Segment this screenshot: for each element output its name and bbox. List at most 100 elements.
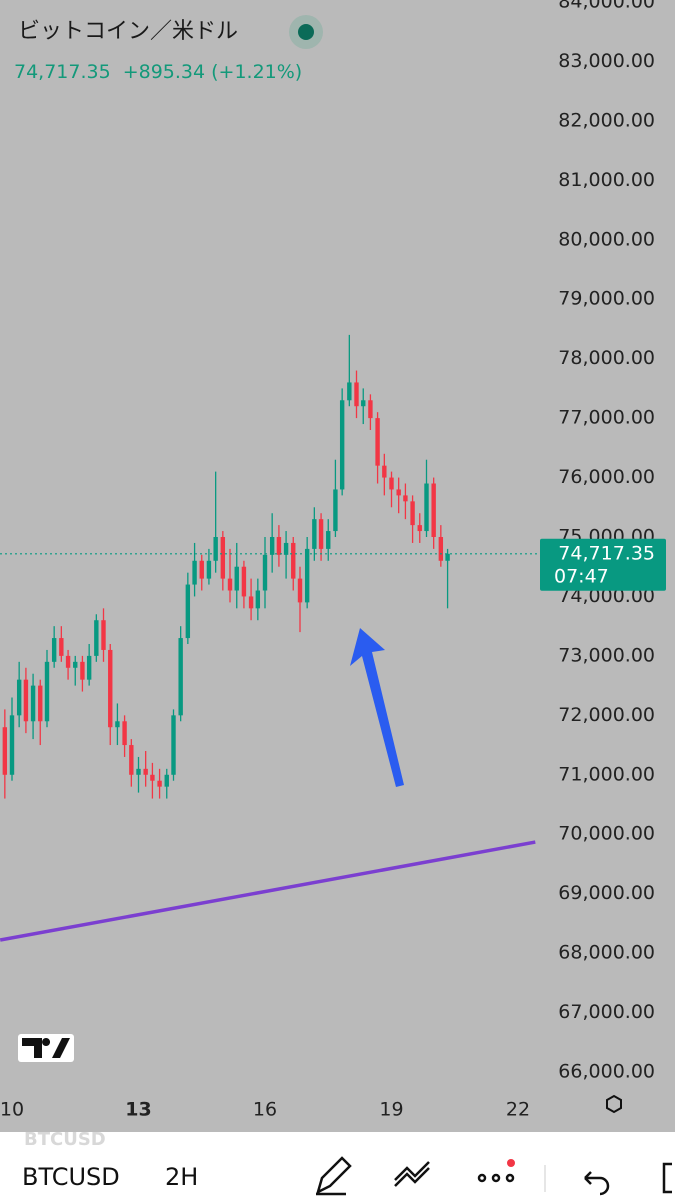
countdown: 07:47: [554, 565, 609, 587]
candle-body: [59, 638, 64, 656]
y-tick-label: 66,000.00: [558, 1061, 655, 1083]
candle-body: [157, 780, 162, 787]
candle-body: [51, 638, 57, 662]
candle-body: [185, 584, 191, 639]
interval[interactable]: 2H: [165, 1163, 198, 1191]
arrow-annotation: [350, 628, 404, 787]
candle-body: [122, 721, 127, 746]
candle-body: [108, 649, 113, 728]
y-tick-label: 73,000.00: [558, 644, 655, 666]
candle-body: [44, 661, 50, 722]
last-price-label: 74,717.35: [558, 542, 655, 564]
candle-body: [143, 768, 148, 775]
candle-body: [94, 620, 99, 656]
trendline: [0, 840, 536, 942]
candle-body: [424, 483, 429, 532]
y-tick-label: 70,000.00: [558, 823, 655, 845]
candle-body: [199, 560, 204, 579]
candle-body: [227, 578, 233, 591]
change: +895.34: [123, 61, 205, 83]
candle-body: [312, 519, 317, 549]
candle-body: [16, 679, 22, 716]
candle-body: [115, 721, 120, 728]
notification-dot: [507, 1159, 515, 1167]
settings-icon[interactable]: [606, 1094, 622, 1114]
x-tick-label: 13: [125, 1099, 151, 1121]
candle-body: [248, 596, 254, 609]
candle-body: [339, 400, 345, 490]
candle-body: [164, 774, 169, 787]
candle-body: [368, 400, 373, 419]
y-tick-label: 77,000.00: [558, 407, 655, 429]
y-tick-label: 78,000.00: [558, 347, 655, 369]
candle-body: [150, 774, 155, 781]
y-tick-label: 72,000.00: [558, 704, 655, 726]
x-tick-label: 19: [379, 1099, 403, 1121]
candle-body: [213, 537, 218, 561]
candle-body: [262, 554, 268, 591]
chart-title: ビットコイン／米ドル: [18, 19, 238, 44]
toolbar-icons[interactable]: [316, 1094, 672, 1196]
toolbar: [0, 1132, 675, 1200]
indicator-icon[interactable]: [394, 1161, 430, 1187]
y-tick-label: 67,000.00: [558, 1001, 655, 1023]
candle-body: [192, 560, 197, 585]
candle-body: [255, 590, 261, 609]
candle-body: [304, 548, 310, 603]
watermark: BTCUSD: [24, 1129, 106, 1150]
more-icon[interactable]: [477, 1173, 487, 1183]
candle-body: [220, 537, 226, 579]
y-tick-label: 81,000.00: [558, 169, 655, 191]
undo-icon[interactable]: [584, 1171, 610, 1196]
y-tick-label: 79,000.00: [558, 288, 655, 310]
x-tick-label: 10: [0, 1099, 24, 1121]
y-tick-label: 76,000.00: [558, 466, 655, 488]
candle-body: [86, 655, 92, 680]
candle-body: [375, 418, 380, 466]
candle-body: [382, 465, 387, 478]
candle-body: [9, 715, 15, 775]
candle-body: [241, 566, 247, 597]
status-dot: [298, 24, 314, 40]
candle-body: [65, 655, 71, 668]
candle-body: [73, 661, 78, 668]
candle-body: [431, 483, 436, 537]
candle-body: [417, 525, 422, 532]
x-tick-label: 22: [506, 1099, 530, 1121]
logo: [18, 1034, 74, 1062]
last-price-box: [540, 538, 666, 591]
candle-body: [136, 768, 141, 775]
candle-body: [318, 519, 324, 549]
y-tick-label: 82,000.00: [558, 109, 655, 131]
y-tick-label: 84,000.00: [558, 0, 655, 13]
candle-body: [389, 477, 394, 490]
candle-body: [171, 715, 176, 775]
candle-body: [438, 537, 444, 561]
draw-icon[interactable]: [316, 1156, 352, 1196]
candle-body: [269, 537, 275, 555]
candle-body: [178, 638, 183, 716]
symbol[interactable]: BTCUSD: [22, 1163, 120, 1191]
candle-body: [206, 560, 212, 579]
plot-area: [0, 334, 540, 942]
y-tick-label: 83,000.00: [558, 50, 655, 72]
x-tick-label: 16: [253, 1099, 277, 1121]
change-pct: (+1.21%): [211, 61, 302, 83]
candle-body: [23, 679, 29, 722]
candle-body: [297, 578, 303, 603]
candle-body: [396, 489, 401, 496]
candle-body: [129, 745, 134, 775]
candle-body: [101, 620, 106, 650]
candle-body: [333, 489, 338, 532]
candle-body: [283, 542, 289, 555]
y-tick-label: 80,000.00: [558, 228, 655, 250]
candle-body: [234, 566, 239, 591]
fullscreen-icon[interactable]: [662, 1162, 672, 1194]
y-tick-label: 71,000.00: [558, 763, 655, 785]
candle-body: [30, 685, 36, 722]
y-tick-label: 68,000.00: [558, 942, 655, 964]
candle-body: [38, 685, 43, 722]
candle-body: [354, 382, 359, 407]
